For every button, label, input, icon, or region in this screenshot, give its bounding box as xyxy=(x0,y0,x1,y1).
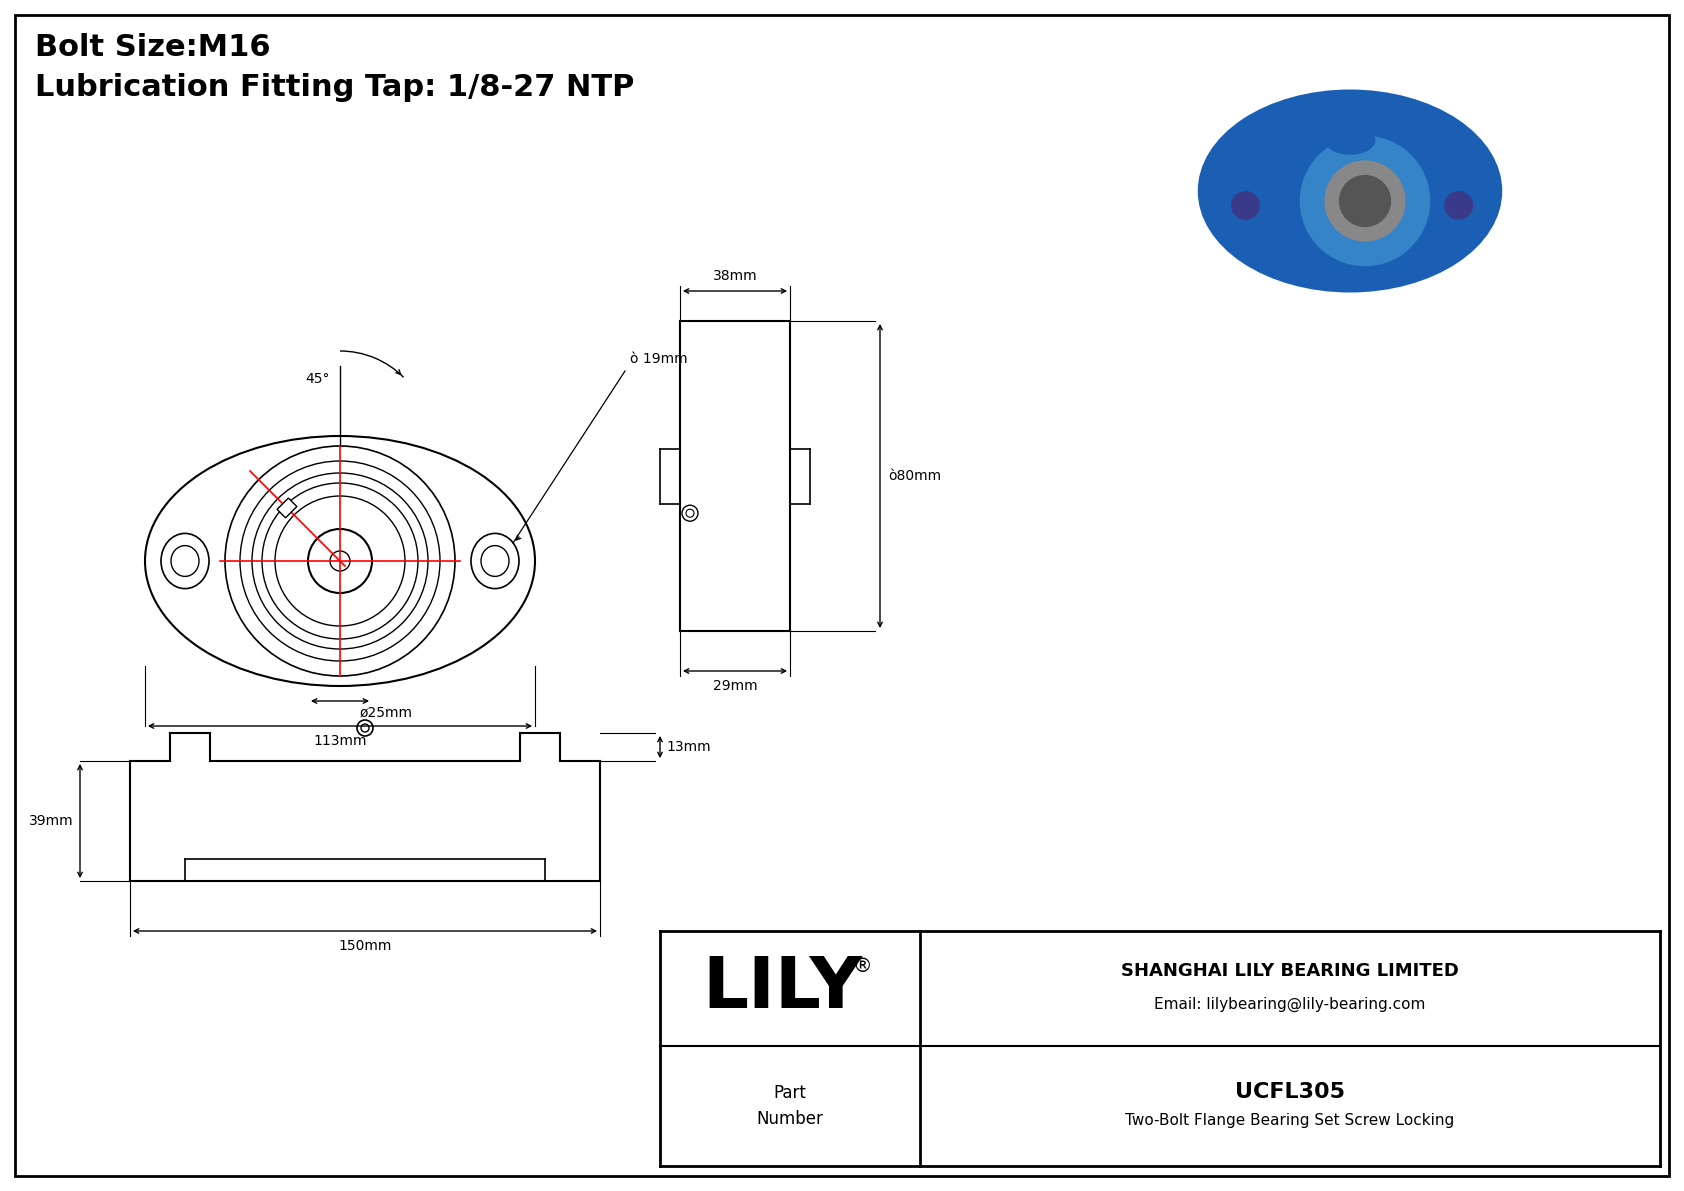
Ellipse shape xyxy=(145,436,536,686)
Ellipse shape xyxy=(172,545,199,576)
Circle shape xyxy=(330,551,350,570)
Text: Two-Bolt Flange Bearing Set Screw Locking: Two-Bolt Flange Bearing Set Screw Lockin… xyxy=(1125,1112,1455,1128)
Circle shape xyxy=(1300,136,1430,267)
Text: ø25mm: ø25mm xyxy=(360,706,413,721)
Text: 29mm: 29mm xyxy=(712,679,758,693)
Circle shape xyxy=(263,484,418,640)
Text: Bolt Size:M16: Bolt Size:M16 xyxy=(35,33,271,62)
Circle shape xyxy=(357,721,372,736)
Circle shape xyxy=(682,505,697,522)
Circle shape xyxy=(1324,161,1406,242)
Text: ò80mm: ò80mm xyxy=(887,469,941,484)
Ellipse shape xyxy=(1325,126,1376,155)
Text: 150mm: 150mm xyxy=(338,939,392,953)
Text: 13mm: 13mm xyxy=(665,740,711,754)
Circle shape xyxy=(253,473,428,649)
Text: Lubrication Fitting Tap: 1/8-27 NTP: Lubrication Fitting Tap: 1/8-27 NTP xyxy=(35,73,635,102)
Text: ®: ® xyxy=(852,958,872,975)
Ellipse shape xyxy=(472,534,519,588)
Circle shape xyxy=(226,445,455,676)
Ellipse shape xyxy=(162,534,209,588)
Circle shape xyxy=(308,529,372,593)
Circle shape xyxy=(1445,191,1474,220)
Text: UCFL305: UCFL305 xyxy=(1234,1081,1346,1102)
Ellipse shape xyxy=(1197,89,1502,293)
Text: LILY: LILY xyxy=(702,954,862,1023)
Text: SHANGHAI LILY BEARING LIMITED: SHANGHAI LILY BEARING LIMITED xyxy=(1122,961,1458,979)
Text: 38mm: 38mm xyxy=(712,269,758,283)
Circle shape xyxy=(274,495,404,626)
Ellipse shape xyxy=(482,545,509,576)
Bar xyxy=(263,515,418,607)
Circle shape xyxy=(360,724,369,732)
Text: 113mm: 113mm xyxy=(313,734,367,748)
Circle shape xyxy=(685,510,694,517)
Text: 39mm: 39mm xyxy=(29,813,74,828)
Text: Part
Number: Part Number xyxy=(756,1085,823,1128)
Text: Email: lilybearing@lily-bearing.com: Email: lilybearing@lily-bearing.com xyxy=(1154,997,1426,1012)
Bar xyxy=(278,498,296,518)
Text: 45°: 45° xyxy=(306,372,330,386)
Circle shape xyxy=(1339,175,1391,227)
Text: ò 19mm: ò 19mm xyxy=(630,353,687,366)
Circle shape xyxy=(1231,191,1260,220)
Circle shape xyxy=(241,461,440,661)
